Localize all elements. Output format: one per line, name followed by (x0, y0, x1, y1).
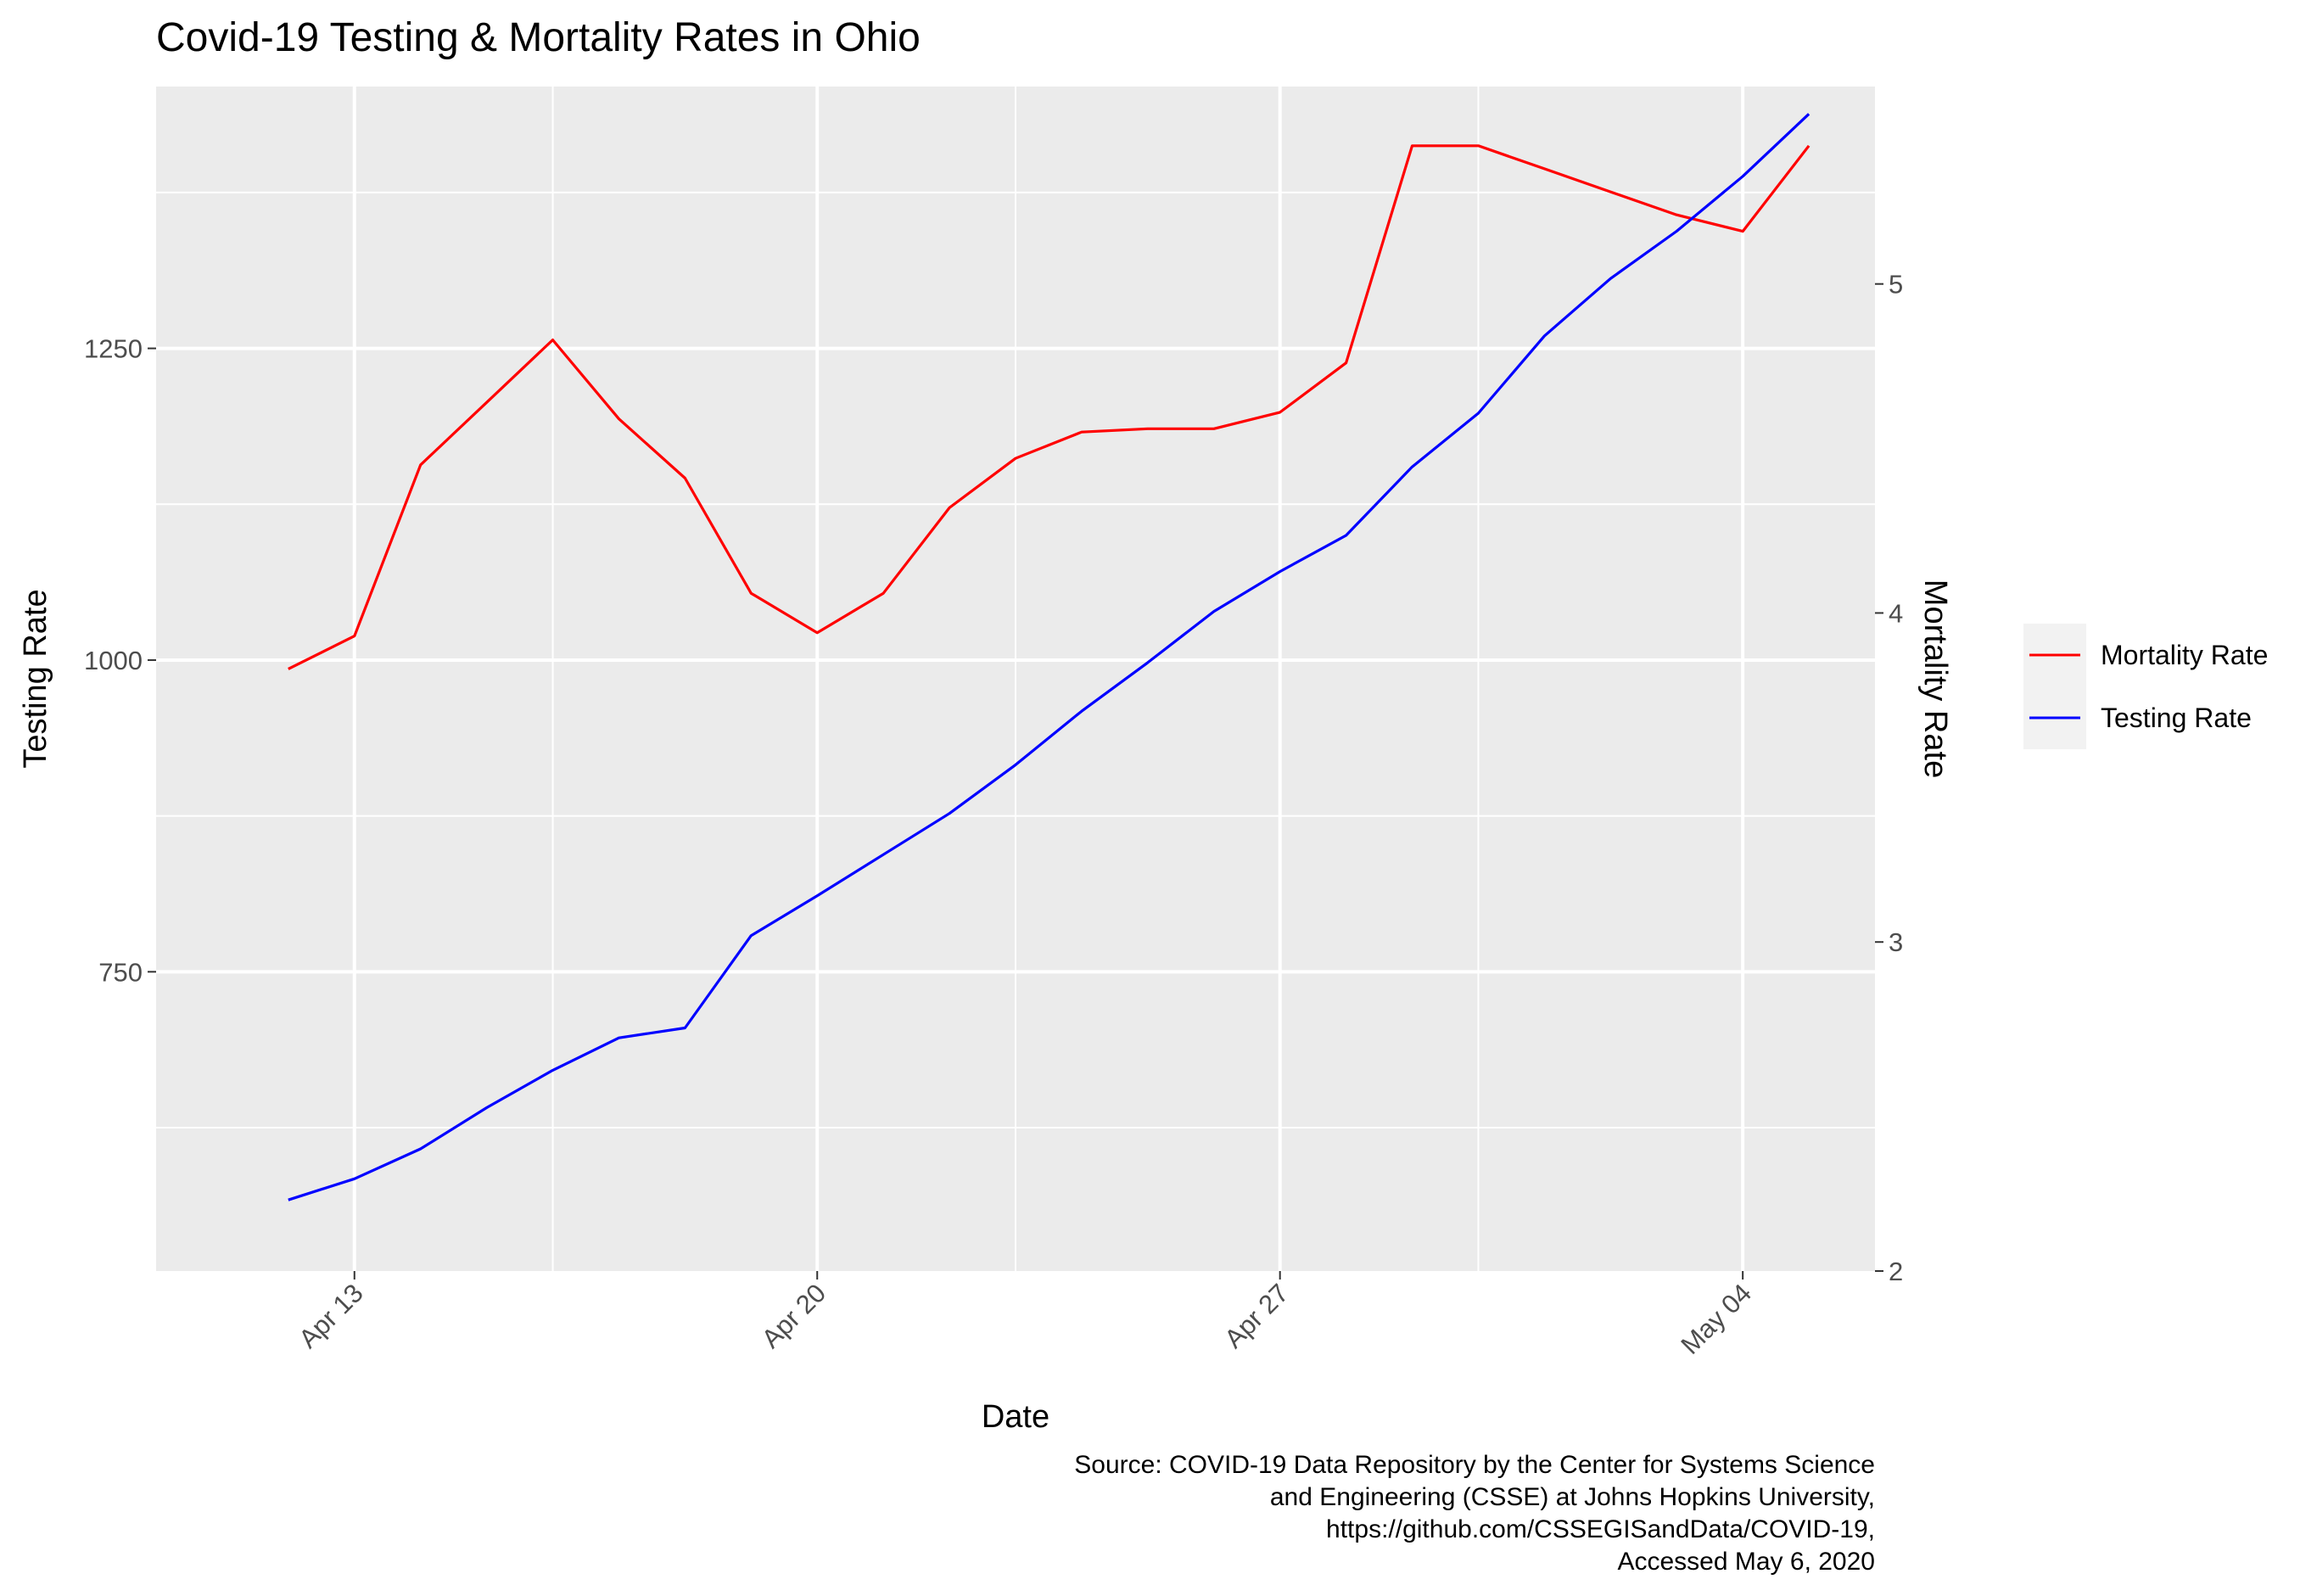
y-tick-label-right: 3 (1889, 927, 1903, 957)
y-axis-label-right: Mortality Rate (1917, 580, 1953, 778)
series-line-testing-rate (288, 113, 1811, 1201)
y-tick-label-right: 2 (1889, 1257, 1903, 1286)
legend: Mortality Rate Testing Rate (2023, 624, 2268, 749)
y-tick-label-right: 5 (1889, 270, 1903, 300)
y-axis-left: 750 1000 1250 (84, 334, 156, 987)
y-axis-label-left: Testing Rate (18, 589, 53, 768)
y-tick-label-left: 1000 (84, 646, 143, 675)
y-axis-right: 2 3 4 5 (1875, 270, 1903, 1286)
x-tick-label: Apr 13 (293, 1278, 368, 1353)
x-tick-label: May 04 (1675, 1278, 1757, 1360)
y-tick-label-left: 750 (98, 957, 143, 987)
grid-major (156, 87, 1875, 1271)
caption-line: Accessed May 6, 2020 (1617, 1548, 1875, 1576)
series-layer (288, 113, 1811, 1201)
source-caption: Source: COVID-19 Data Repository by the … (1074, 1449, 1875, 1578)
x-tick-label: Apr 27 (1218, 1278, 1294, 1353)
y-tick-label-left: 1250 (84, 334, 143, 364)
caption-line: Source: COVID-19 Data Repository by the … (1074, 1451, 1875, 1479)
series-line-mortality-rate (288, 144, 1811, 670)
legend-label-testing: Testing Rate (2101, 703, 2252, 733)
x-tick-label: Apr 20 (756, 1278, 831, 1353)
x-axis: Apr 13 Apr 20 Apr 27 May 04 (293, 1271, 1757, 1360)
caption-line: https://github.com/CSSEGISandData/COVID-… (1326, 1515, 1875, 1543)
legend-label-mortality: Mortality Rate (2101, 640, 2268, 670)
grid-minor (156, 87, 1875, 1271)
caption-line: and Engineering (CSSE) at Johns Hopkins … (1269, 1483, 1875, 1511)
y-tick-label-right: 4 (1889, 598, 1903, 628)
x-axis-label: Date (982, 1399, 1049, 1435)
chart-title: Covid-19 Testing & Mortality Rates in Oh… (156, 15, 921, 60)
